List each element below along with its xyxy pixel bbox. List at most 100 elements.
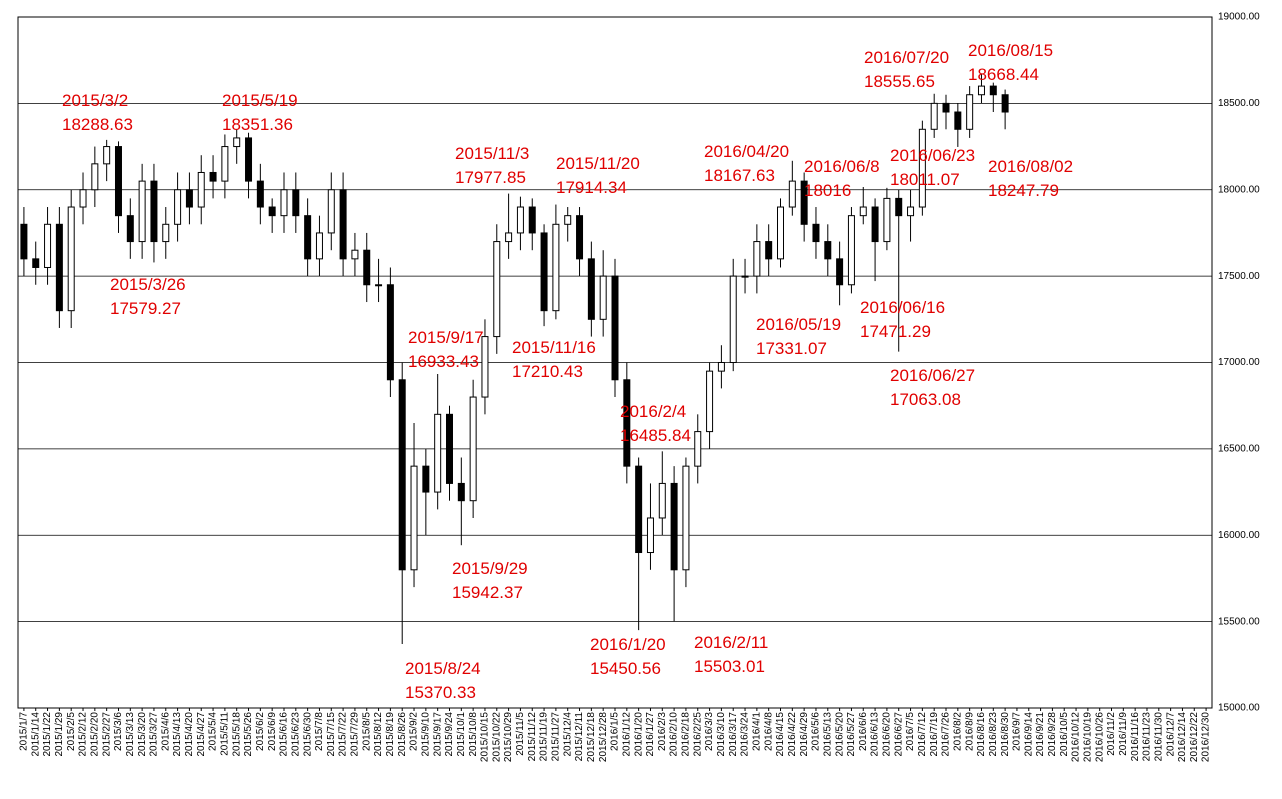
annotation-date: 2016/06/8 <box>804 157 880 176</box>
annotation-date: 2015/9/29 <box>452 559 528 578</box>
x-tick-label: 2016/2/18 <box>681 712 692 757</box>
candle-body <box>741 275 749 278</box>
candle-body <box>788 180 796 208</box>
x-tick-label: 2016/5/20 <box>834 712 845 757</box>
annotation-date: 2016/05/19 <box>756 315 841 334</box>
x-tick-label: 2016/12/14 <box>1177 712 1188 762</box>
candle-body <box>20 223 28 260</box>
candle-body <box>954 111 962 130</box>
x-tick-label: 2015/11/12 <box>527 712 538 762</box>
annotation-date: 2015/11/20 <box>556 154 640 173</box>
y-tick-label: 16000.00 <box>1218 530 1260 541</box>
annotation-value: 18351.36 <box>222 115 293 134</box>
candle-body <box>847 215 855 286</box>
x-tick-label: 2016/5/6 <box>811 712 822 751</box>
candle-body <box>717 362 725 372</box>
x-tick-label: 2016/9/7 <box>1012 712 1023 751</box>
candle-body <box>185 189 193 208</box>
candle-body <box>564 215 572 225</box>
x-tick-label: 2015/2/12 <box>78 712 89 757</box>
candle-body <box>79 189 87 208</box>
candle-body <box>422 465 430 493</box>
x-tick-label: 2016/2/10 <box>669 712 680 757</box>
candle-body <box>351 249 359 260</box>
candle-body <box>706 370 714 433</box>
x-tick-label: 2015/6/2 <box>255 712 266 751</box>
annotation-value: 17471.29 <box>860 322 931 341</box>
x-tick-label: 2016/3/24 <box>740 712 751 757</box>
annotation-date: 2015/11/16 <box>512 338 596 357</box>
candle-body <box>174 189 182 225</box>
x-tick-label: 2016/2/25 <box>692 712 703 757</box>
annotation-date: 2016/08/02 <box>988 157 1073 176</box>
x-tick-label: 2015/9/2 <box>409 712 420 751</box>
candle-body <box>67 206 75 312</box>
x-tick-label: 2016/1/27 <box>645 712 656 757</box>
candle-body <box>682 465 690 571</box>
annotation-value: 15503.01 <box>694 657 765 676</box>
x-tick-label: 2015/7/22 <box>338 712 349 757</box>
x-tick-label: 2015/8/26 <box>397 712 408 757</box>
candle-body <box>883 197 891 243</box>
candle-body <box>245 137 253 182</box>
x-tick-label: 2016/10/12 <box>1071 712 1082 762</box>
x-tick-label: 2016/8/16 <box>976 712 987 757</box>
x-tick-label: 2015/6/23 <box>290 712 301 757</box>
x-tick-label: 2015/8/12 <box>373 712 384 757</box>
x-tick-label: 2016/11/16 <box>1130 712 1141 762</box>
x-tick-label: 2015/1/29 <box>54 712 65 757</box>
x-tick-label: 2015/12/11 <box>574 712 585 762</box>
candle-body <box>445 413 453 484</box>
x-tick-label: 2016/6/20 <box>882 712 893 757</box>
candle-body <box>611 275 619 381</box>
x-tick-label: 2015/11/27 <box>551 712 562 762</box>
x-tick-label: 2015/10/29 <box>503 712 514 762</box>
candle-body <box>363 249 371 286</box>
x-tick-label: 2016/10/19 <box>1083 712 1094 762</box>
candle-body <box>1001 94 1009 113</box>
x-tick-label: 2016/5/13 <box>822 712 833 757</box>
candle-body <box>895 197 903 217</box>
x-tick-label: 2016/8/2 <box>952 712 963 751</box>
x-tick-label: 2016/6/6 <box>858 712 869 751</box>
x-tick-label: 2016/7/12 <box>917 712 928 757</box>
annotation-date: 2016/07/20 <box>864 48 949 67</box>
x-tick-label: 2015/3/27 <box>149 712 160 757</box>
x-tick-label: 2015/11/19 <box>539 712 550 762</box>
x-tick-label: 2015/2/27 <box>101 712 112 757</box>
candle-body <box>221 146 229 182</box>
annotation-date: 2016/06/16 <box>860 298 945 317</box>
y-tick-label: 17500.00 <box>1218 271 1260 282</box>
annotation-value: 18167.63 <box>704 166 775 185</box>
candle-body <box>398 379 406 571</box>
annotation-value: 18016 <box>804 181 851 200</box>
x-tick-label: 2016/10/26 <box>1094 712 1105 762</box>
x-tick-label: 2015/9/24 <box>444 712 455 757</box>
x-tick-label: 2016/7/19 <box>929 712 940 757</box>
x-tick-label: 2016/8/23 <box>988 712 999 757</box>
candle-body <box>268 206 276 217</box>
annotation-date: 2016/08/15 <box>968 41 1053 60</box>
candle-body <box>635 465 643 554</box>
x-tick-label: 2015/6/30 <box>302 712 313 757</box>
candle-body <box>836 258 844 286</box>
annotation-date: 2015/8/24 <box>405 659 481 678</box>
x-tick-label: 2016/6/13 <box>870 712 881 757</box>
candle-body <box>505 232 513 243</box>
candle-body <box>670 482 678 571</box>
x-tick-label: 2015/5/4 <box>208 712 219 751</box>
annotation-date: 2015/9/17 <box>408 328 484 347</box>
x-tick-label: 2016/7/5 <box>905 712 916 751</box>
x-tick-label: 2015/4/6 <box>160 712 171 751</box>
x-tick-label: 2016/11/9 <box>1118 712 1129 756</box>
candle-body <box>812 223 820 243</box>
candle-body <box>824 241 832 260</box>
x-tick-label: 2015/3/20 <box>137 712 148 757</box>
annotation-value: 17977.85 <box>455 168 526 187</box>
candle-body <box>729 275 737 363</box>
x-tick-label: 2016/11/2 <box>1106 712 1117 756</box>
y-tick-label: 17000.00 <box>1218 357 1260 368</box>
candle-body <box>694 431 702 467</box>
candle-body <box>410 465 418 571</box>
